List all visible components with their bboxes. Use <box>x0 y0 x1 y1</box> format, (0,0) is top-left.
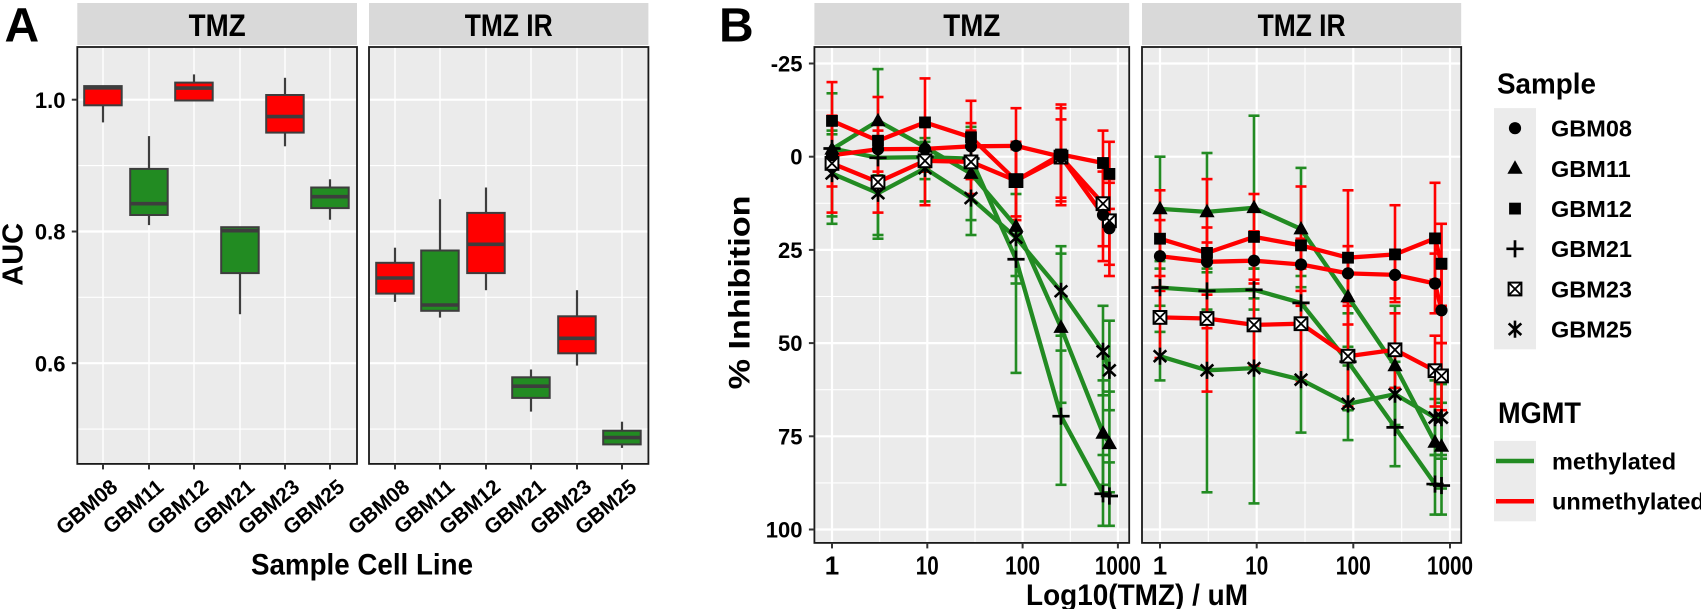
svg-text:GBM12: GBM12 <box>1551 196 1632 222</box>
svg-text:methylated: methylated <box>1552 448 1676 474</box>
svg-text:Sample Cell Line: Sample Cell Line <box>251 549 473 582</box>
svg-text:0: 0 <box>790 145 802 170</box>
svg-text:GBM11: GBM11 <box>1551 156 1631 182</box>
svg-text:10: 10 <box>1245 551 1268 581</box>
svg-text:% Inhibition: % Inhibition <box>724 195 757 389</box>
svg-text:GBM25: GBM25 <box>1551 317 1632 343</box>
svg-text:1000: 1000 <box>1095 551 1141 581</box>
svg-text:75: 75 <box>778 424 802 449</box>
svg-text:-25: -25 <box>771 52 803 77</box>
svg-text:1.0: 1.0 <box>35 88 66 113</box>
svg-text:GBM23: GBM23 <box>1551 276 1632 302</box>
svg-text:1000: 1000 <box>1427 551 1473 581</box>
svg-text:B: B <box>719 0 754 53</box>
svg-text:25: 25 <box>778 238 802 263</box>
svg-text:1: 1 <box>1153 551 1167 581</box>
svg-text:TMZ IR: TMZ IR <box>465 7 553 43</box>
svg-text:10: 10 <box>916 551 939 581</box>
svg-text:unmethylated: unmethylated <box>1552 489 1701 515</box>
svg-text:100: 100 <box>1005 551 1040 581</box>
svg-text:TMZ: TMZ <box>943 7 1000 43</box>
svg-text:50: 50 <box>778 331 802 356</box>
svg-text:0.8: 0.8 <box>35 220 66 245</box>
svg-text:1: 1 <box>825 551 839 581</box>
svg-text:GBM08: GBM08 <box>1551 116 1632 142</box>
svg-text:Log10(TMZ) / uM: Log10(TMZ) / uM <box>1026 579 1248 609</box>
svg-text:0.6: 0.6 <box>35 351 66 376</box>
svg-text:TMZ: TMZ <box>189 7 246 43</box>
svg-text:Sample: Sample <box>1497 69 1596 101</box>
svg-text:TMZ IR: TMZ IR <box>1258 7 1346 43</box>
svg-text:AUC: AUC <box>0 223 30 286</box>
svg-text:100: 100 <box>1336 551 1371 581</box>
svg-text:100: 100 <box>766 518 803 543</box>
svg-text:A: A <box>5 0 40 53</box>
svg-text:MGMT: MGMT <box>1498 397 1581 430</box>
svg-text:GBM21: GBM21 <box>1551 236 1632 262</box>
